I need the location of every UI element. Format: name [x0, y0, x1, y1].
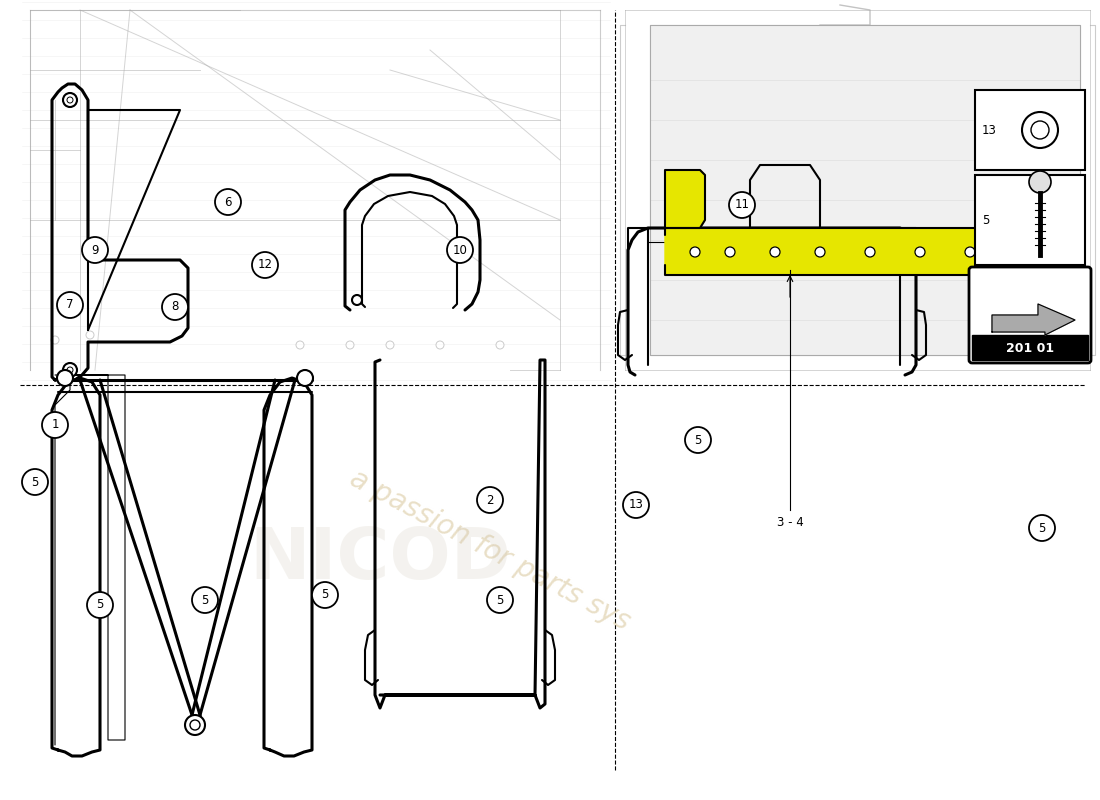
- Circle shape: [57, 370, 73, 386]
- Circle shape: [496, 341, 504, 349]
- Text: 9: 9: [91, 243, 99, 257]
- Circle shape: [346, 341, 354, 349]
- Circle shape: [815, 247, 825, 257]
- Circle shape: [57, 292, 82, 318]
- Text: 13: 13: [628, 498, 643, 511]
- Text: 5: 5: [694, 434, 702, 446]
- Circle shape: [770, 247, 780, 257]
- Polygon shape: [666, 228, 1062, 275]
- Circle shape: [477, 487, 503, 513]
- Text: 7: 7: [66, 298, 74, 311]
- Circle shape: [623, 492, 649, 518]
- Circle shape: [725, 247, 735, 257]
- Text: 12: 12: [257, 258, 273, 271]
- Circle shape: [190, 720, 200, 730]
- Text: 13: 13: [982, 123, 997, 137]
- Text: 2: 2: [486, 494, 494, 506]
- Circle shape: [729, 192, 755, 218]
- Text: 5: 5: [201, 594, 209, 606]
- Circle shape: [63, 363, 77, 377]
- Text: 5: 5: [496, 594, 504, 606]
- Circle shape: [386, 341, 394, 349]
- Circle shape: [87, 592, 113, 618]
- FancyBboxPatch shape: [975, 90, 1085, 170]
- Circle shape: [1022, 112, 1058, 148]
- Circle shape: [67, 367, 73, 373]
- Circle shape: [296, 341, 304, 349]
- Text: 5: 5: [321, 589, 329, 602]
- Circle shape: [51, 336, 59, 344]
- Text: 201 01: 201 01: [1005, 342, 1054, 354]
- Text: 10: 10: [452, 243, 468, 257]
- Circle shape: [312, 582, 338, 608]
- Polygon shape: [992, 304, 1075, 335]
- FancyBboxPatch shape: [975, 175, 1085, 265]
- Polygon shape: [666, 170, 705, 228]
- Circle shape: [192, 587, 218, 613]
- Circle shape: [690, 247, 700, 257]
- Circle shape: [22, 469, 48, 495]
- Circle shape: [63, 93, 77, 107]
- Circle shape: [297, 370, 313, 386]
- Text: 5: 5: [1038, 522, 1046, 534]
- Text: 3 - 4: 3 - 4: [777, 515, 803, 529]
- Text: 8: 8: [172, 301, 178, 314]
- Circle shape: [162, 294, 188, 320]
- Circle shape: [82, 237, 108, 263]
- Circle shape: [1031, 121, 1049, 139]
- Circle shape: [214, 189, 241, 215]
- Text: 6: 6: [224, 195, 232, 209]
- Circle shape: [185, 715, 205, 735]
- Circle shape: [67, 97, 73, 103]
- Text: a passion for parts sys: a passion for parts sys: [345, 464, 635, 636]
- Text: 11: 11: [735, 198, 749, 211]
- Circle shape: [487, 587, 513, 613]
- Polygon shape: [972, 335, 1088, 360]
- Text: 1: 1: [52, 418, 58, 431]
- Text: NICOD: NICOD: [249, 526, 510, 594]
- Circle shape: [865, 247, 874, 257]
- Text: 5: 5: [97, 598, 103, 611]
- Circle shape: [86, 331, 94, 339]
- Circle shape: [436, 341, 444, 349]
- Circle shape: [915, 247, 925, 257]
- Text: 5: 5: [31, 475, 38, 489]
- FancyBboxPatch shape: [969, 267, 1091, 363]
- Circle shape: [1015, 247, 1025, 257]
- Circle shape: [685, 427, 711, 453]
- Circle shape: [42, 412, 68, 438]
- Circle shape: [252, 252, 278, 278]
- Circle shape: [965, 247, 975, 257]
- Circle shape: [447, 237, 473, 263]
- Text: 5: 5: [982, 214, 989, 226]
- Circle shape: [1028, 171, 1050, 193]
- Polygon shape: [650, 25, 1080, 355]
- Circle shape: [352, 295, 362, 305]
- Circle shape: [1028, 515, 1055, 541]
